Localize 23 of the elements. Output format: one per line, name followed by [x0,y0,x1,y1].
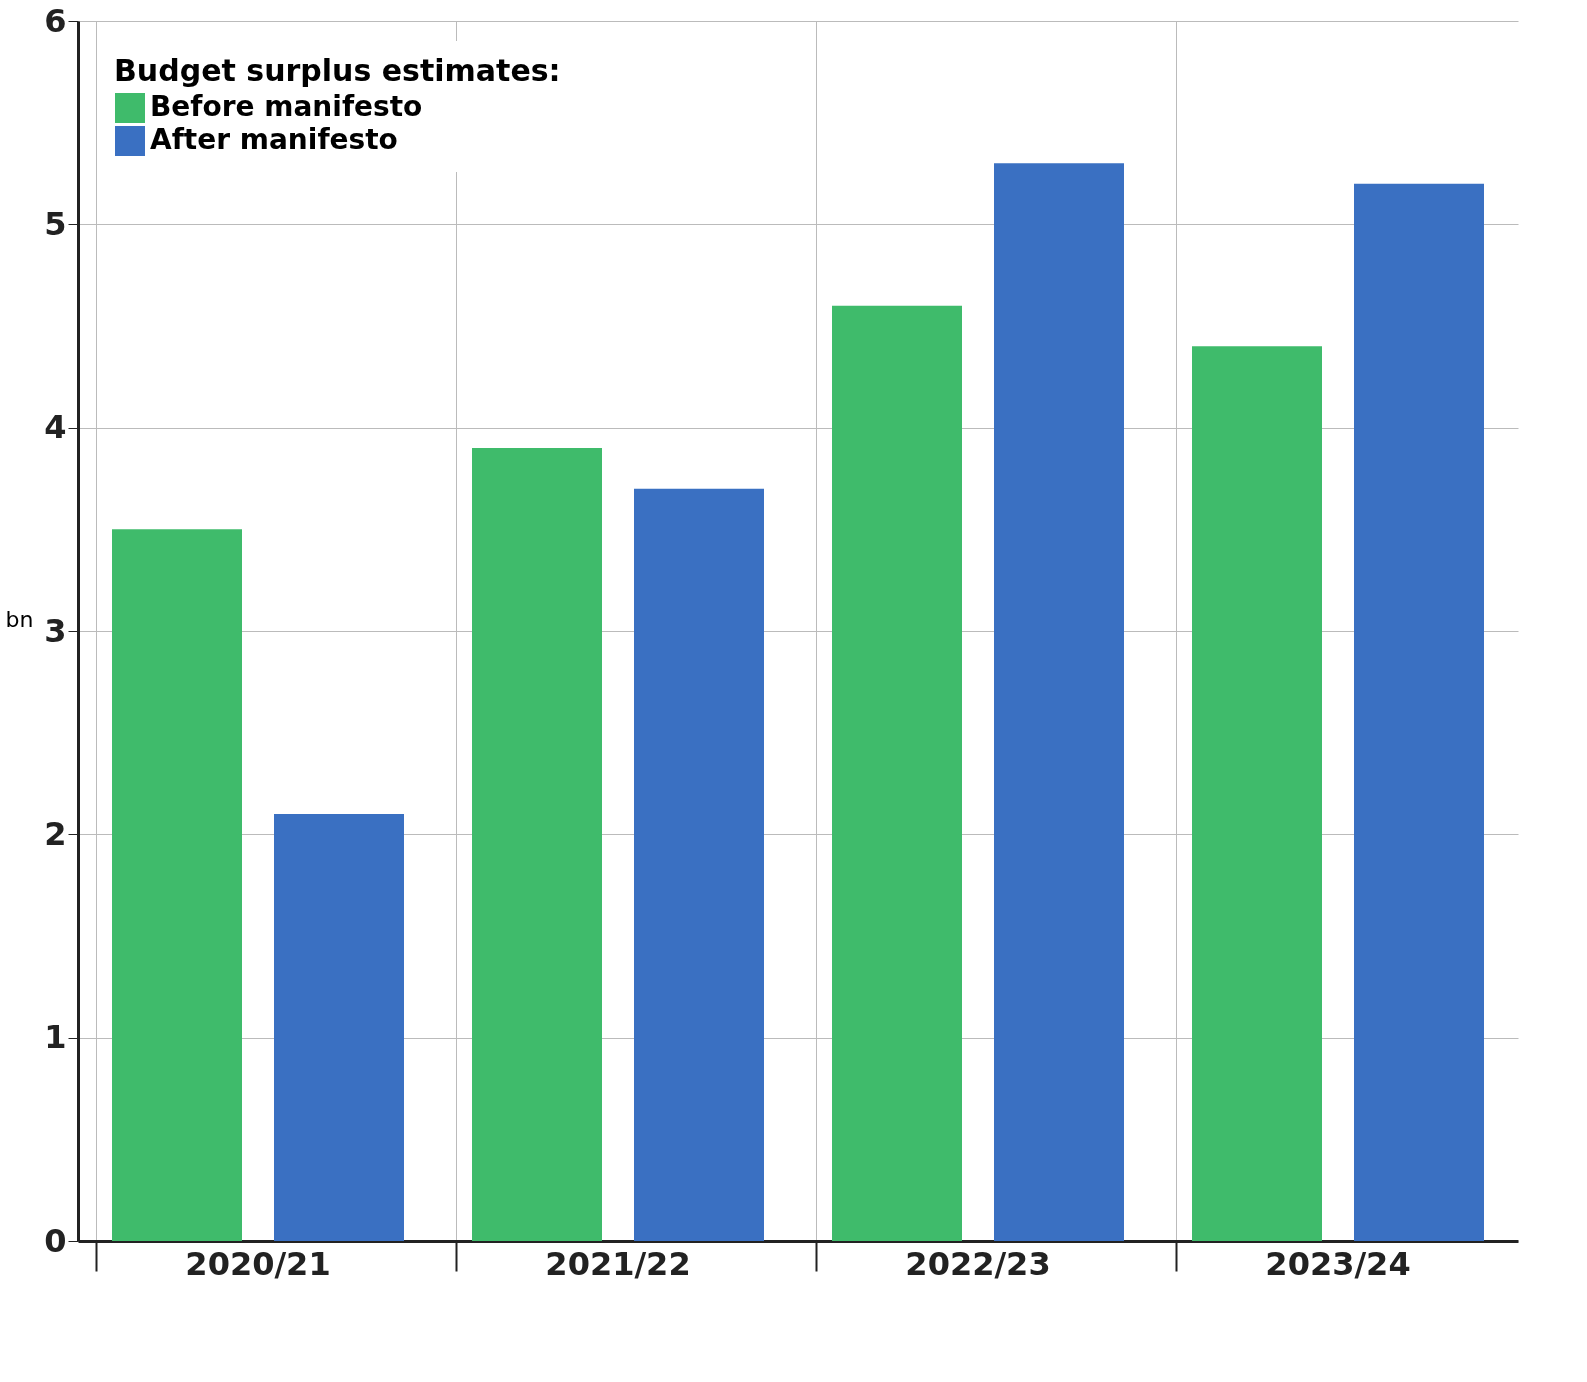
legend-label: After manifesto [150,123,398,156]
bar [634,488,764,1241]
y-tick-label: 0 [44,1221,67,1260]
x-tick-label: 2021/22 [545,1244,691,1283]
y-tick-label: 4 [44,408,67,447]
x-tick-label: 2022/23 [905,1244,1051,1283]
legend-label: Before manifesto [150,90,423,123]
bar [472,448,602,1241]
y-tick-label: 6 [44,1,67,40]
legend-title: Budget surplus estimates: [114,53,561,88]
bar [994,163,1124,1241]
bar [1354,183,1484,1241]
y-axis-title: bn [5,606,34,632]
bar [274,814,404,1241]
x-tick-label: 2020/21 [185,1244,331,1283]
y-tick-label: 2 [44,814,67,853]
y-tick-label: 1 [44,1018,67,1057]
y-tick-label: 5 [44,204,67,243]
bar [832,305,962,1241]
bar [1192,346,1322,1241]
x-tick-label: 2023/24 [1265,1244,1411,1283]
y-tick-label: 3 [44,611,67,650]
bar [112,529,242,1241]
